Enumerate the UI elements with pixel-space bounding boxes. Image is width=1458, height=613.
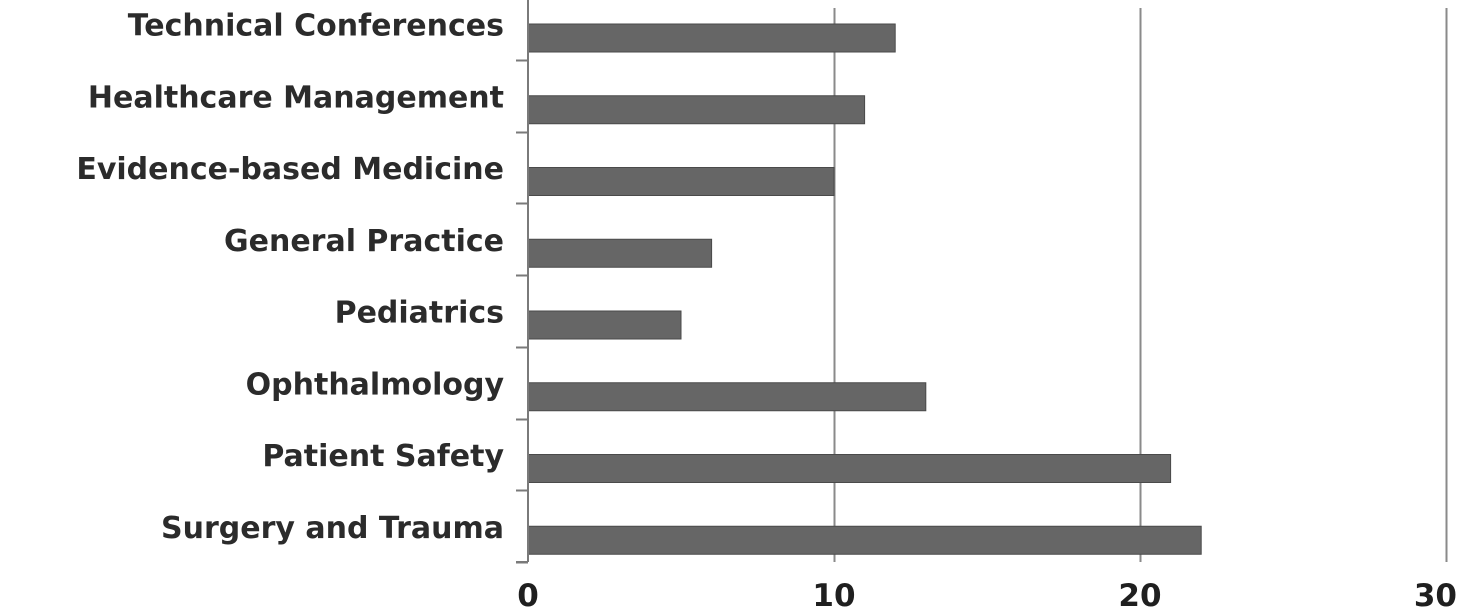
category-label: Pediatrics <box>335 296 504 331</box>
bars <box>527 23 1202 555</box>
bar-general-practice <box>527 238 713 268</box>
x-tick-label: 20 <box>1118 578 1161 613</box>
bar-surgery-and-trauma <box>527 525 1202 555</box>
category-label: Patient Safety <box>262 439 504 474</box>
category-labels: Technical Conferences Healthcare Manageme… <box>76 9 504 546</box>
category-label: Evidence-based Medicine <box>76 152 504 187</box>
bar-technical-conferences <box>527 23 896 53</box>
x-tick-label: 10 <box>812 578 855 613</box>
x-tick-labels: 0 10 20 30 <box>517 578 1457 613</box>
category-label: Healthcare Management <box>88 80 504 115</box>
category-label: General Practice <box>224 224 504 259</box>
category-label: Ophthalmology <box>246 367 505 402</box>
bar-ophthalmology <box>527 382 927 412</box>
bar-healthcare-management <box>527 95 866 125</box>
x-tick-label: 30 <box>1414 578 1457 613</box>
bar-pediatrics <box>527 310 682 340</box>
category-label: Surgery and Trauma <box>161 511 504 546</box>
bar-patient-safety <box>527 454 1172 483</box>
category-label: Technical Conferences <box>128 9 504 44</box>
x-tick-label: 0 <box>517 578 539 613</box>
bar-evidence-based-medicine <box>527 167 835 196</box>
y-axis <box>516 0 529 564</box>
